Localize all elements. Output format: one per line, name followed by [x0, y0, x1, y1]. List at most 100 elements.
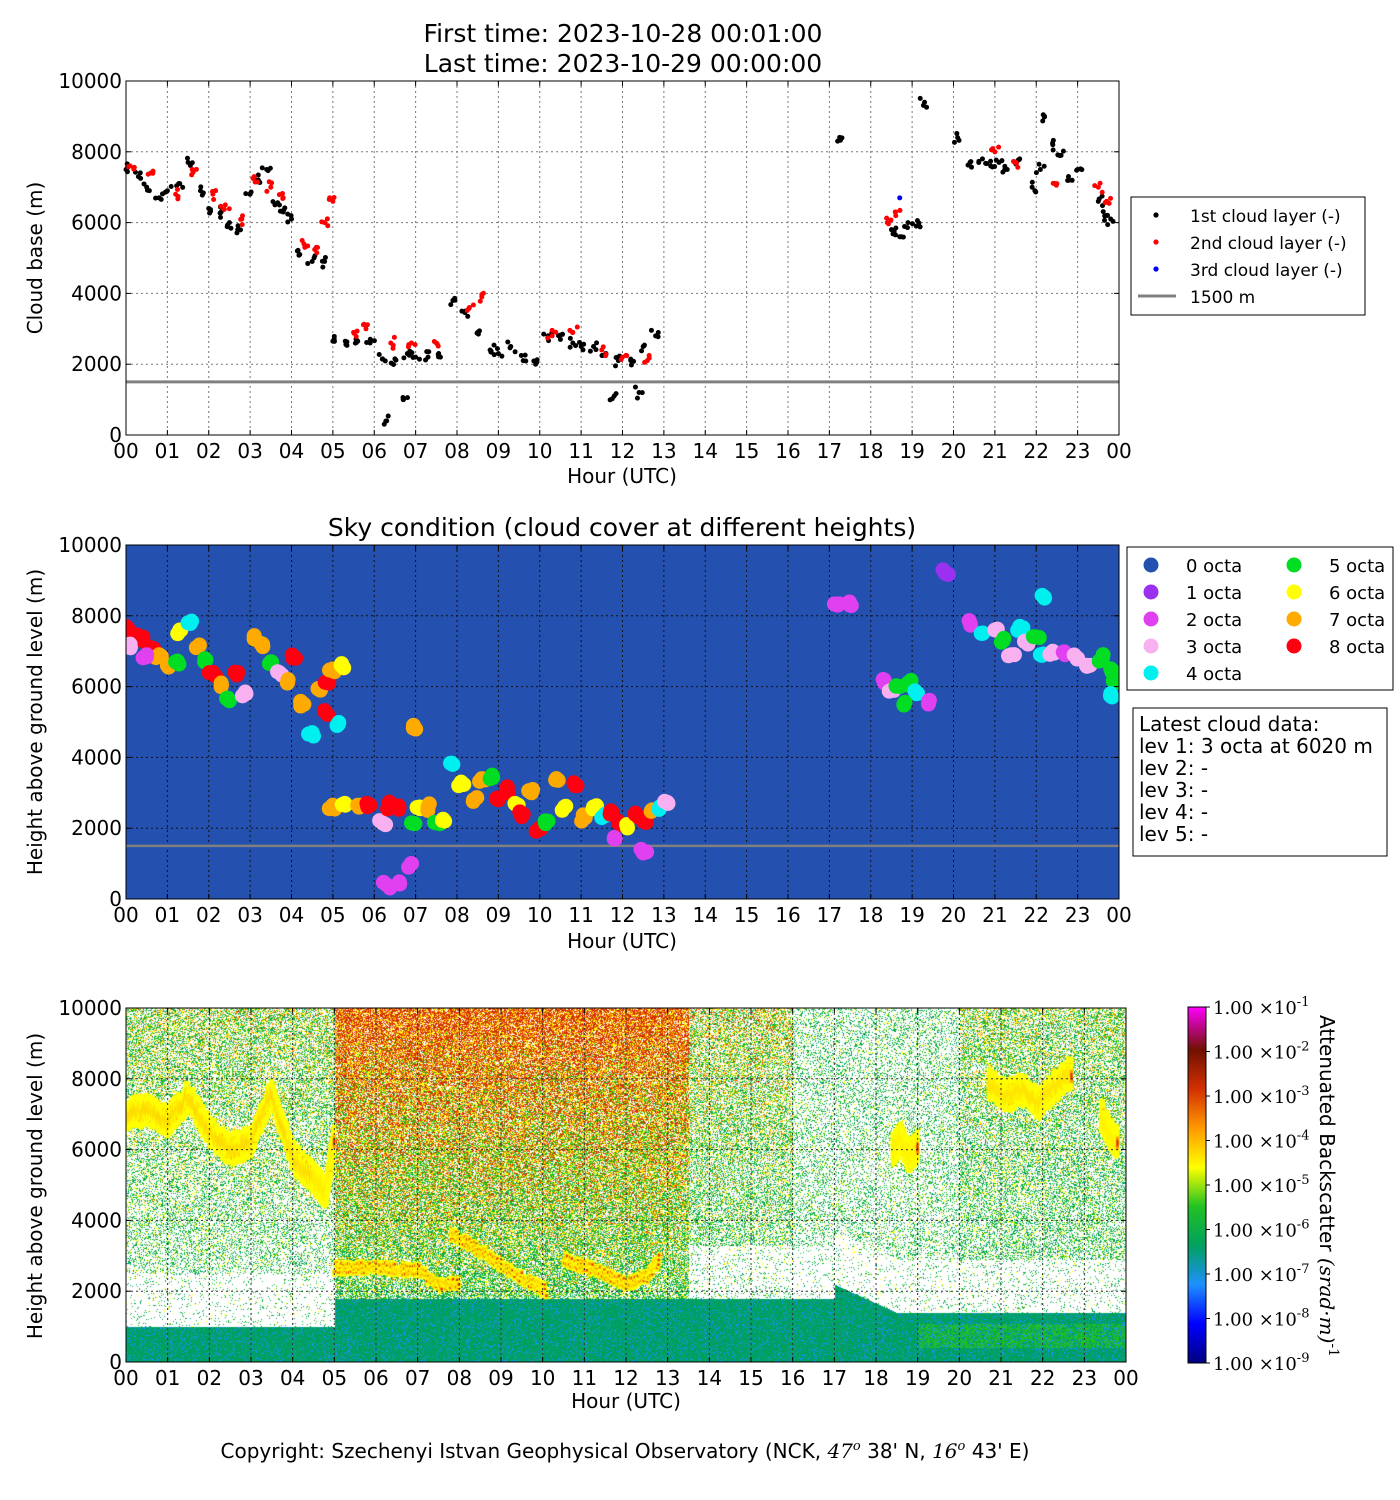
cloud-layer-2-point — [145, 171, 151, 177]
cloud-layer-1-point — [1078, 166, 1084, 172]
cloud-layer-2-point — [1099, 189, 1105, 195]
x-tick-label: 00 — [113, 1366, 138, 1390]
octa-8-point — [391, 798, 407, 814]
cloud-layer-2-point — [885, 221, 891, 227]
octa-3-point — [234, 688, 250, 704]
octa-5-point — [897, 694, 913, 710]
latest-cloud-lev2: lev 2: - — [1139, 756, 1208, 780]
octa-7-point — [550, 772, 566, 788]
cloud-layer-2-point — [150, 168, 156, 174]
octa-8-point — [201, 665, 217, 681]
x-tick-label: 15 — [734, 439, 759, 463]
x-tick-label: 15 — [738, 1366, 763, 1390]
x-tick-label: 17 — [817, 439, 842, 463]
cloud-layer-1-point — [1105, 222, 1111, 228]
cloud-base-grid — [126, 81, 1119, 435]
cloud-layer-2-point — [175, 196, 181, 202]
cloud-layer-1-point — [409, 350, 415, 356]
x-tick-label: 14 — [693, 903, 718, 927]
x-tick-label: 18 — [863, 1366, 888, 1390]
cloud-layer-2-point — [209, 189, 215, 195]
cloud-layer-3-point — [897, 195, 903, 201]
cloud-layer-1-point — [243, 191, 249, 197]
octa-legend-items: 0 octa 1 octa 2 octa 3 octa 4 octa 5 octa 6 oc… — [1143, 556, 1385, 685]
octa-7-point — [293, 693, 309, 709]
y-tick-label: 0 — [109, 887, 122, 911]
cloud-layer-2-point — [545, 335, 551, 341]
copyright-lon-degree: o — [958, 1439, 966, 1454]
cloud-layer-2-point — [1051, 180, 1057, 186]
latest-cloud-lev1: lev 1: 3 octa at 6020 m — [1139, 734, 1373, 758]
cloud-layer-2-point — [618, 356, 624, 362]
cloud-layer-1-point — [436, 354, 442, 360]
x-tick-label: 04 — [279, 903, 304, 927]
octa-7-point — [253, 635, 269, 651]
x-tick-label: 06 — [362, 439, 387, 463]
x-tick-label: 19 — [905, 1366, 930, 1390]
cloud-layer-1-point — [416, 356, 422, 362]
sky-condition-xlabel: Hour (UTC) — [567, 929, 677, 953]
cloud-layer-1-point — [1000, 169, 1006, 175]
cloud-layer-1-point — [218, 214, 224, 220]
octa-7-point — [214, 677, 230, 693]
cloud-layer-2-point — [479, 292, 485, 298]
octa-legend-label-1: 1 octa — [1186, 583, 1242, 604]
cloud-layer-1-point — [208, 208, 214, 214]
cloud-layer-1-point — [577, 339, 583, 345]
cloud-layer-1-point — [276, 202, 282, 208]
cloud-layer-1-point — [164, 189, 170, 195]
x-tick-label: 16 — [775, 903, 800, 927]
cloud-layer-1-point — [505, 339, 511, 345]
x-tick-label: 22 — [1024, 439, 1049, 463]
cloud-layer-1-point — [917, 95, 923, 101]
octa-legend-label-6: 6 octa — [1329, 583, 1385, 604]
cloud-layer-1-point — [217, 210, 223, 216]
cloud-layer-1-point — [153, 195, 159, 201]
cloud-layer-1-point — [567, 335, 573, 341]
cloud-layer-1-point — [331, 333, 337, 339]
cloud-layer-1-point — [198, 184, 204, 190]
x-tick-label: 08 — [447, 1366, 472, 1390]
cloud-layer-2-point — [250, 175, 256, 181]
octa-legend-label-7: 7 octa — [1329, 610, 1385, 631]
cloud-layer-1-point — [379, 356, 385, 362]
cloud-layer-1-point — [1065, 173, 1071, 179]
cloud-layer-2-point — [390, 342, 396, 348]
cloud-layer-1-point — [259, 165, 265, 171]
x-tick-label: 13 — [655, 1366, 680, 1390]
cloud-layer-1-point — [607, 397, 613, 403]
cloud-layer-1-point — [144, 187, 150, 193]
cloud-layer-1-point — [309, 259, 315, 265]
octa-3-point — [378, 817, 394, 833]
colorbar-tick-label: 1.00 ×10-7 — [1213, 1262, 1309, 1286]
cloud-base-panel: 00 01 02 03 04 05 06 07 08 09 10 11 12 13 14 15 16 17 18 19… — [23, 69, 1366, 488]
x-tick-label: 07 — [403, 439, 428, 463]
cloud-layer-1-point — [388, 360, 394, 366]
x-tick-label: 07 — [405, 1366, 430, 1390]
octa-legend-marker-2 — [1143, 611, 1159, 627]
cloud-layer-1-point — [499, 353, 505, 359]
octa-legend-box — [1126, 546, 1394, 691]
x-tick-label: 11 — [568, 439, 593, 463]
y-tick-label: 6000 — [71, 1138, 122, 1162]
octa-legend-marker-0 — [1143, 557, 1159, 573]
y-tick-label: 8000 — [71, 604, 122, 628]
octa-legend-label-8: 8 octa — [1329, 637, 1385, 658]
x-tick-label: 22 — [1024, 903, 1049, 927]
cloud-layer-2-point — [226, 206, 232, 212]
octa-6-point — [554, 802, 570, 818]
y-tick-label: 8000 — [71, 1067, 122, 1091]
cloud-layer-2-point — [354, 328, 360, 334]
octa-6-point — [434, 812, 450, 828]
colorbar-tick-label: 1.00 ×10-3 — [1213, 1084, 1309, 1108]
cloud-layer-1-point — [1050, 137, 1056, 143]
x-tick-label: 12 — [613, 1366, 638, 1390]
cloud-layer-1-point — [385, 413, 391, 419]
x-tick-label: 21 — [982, 439, 1007, 463]
cloud-layer-2-point — [1097, 180, 1103, 186]
octa-3-point — [657, 793, 673, 809]
x-tick-label: 23 — [1065, 439, 1090, 463]
octa-legend-marker-1 — [1143, 584, 1159, 600]
cloud-layer-1-point — [905, 220, 911, 226]
cloud-layer-1-point — [924, 104, 930, 110]
